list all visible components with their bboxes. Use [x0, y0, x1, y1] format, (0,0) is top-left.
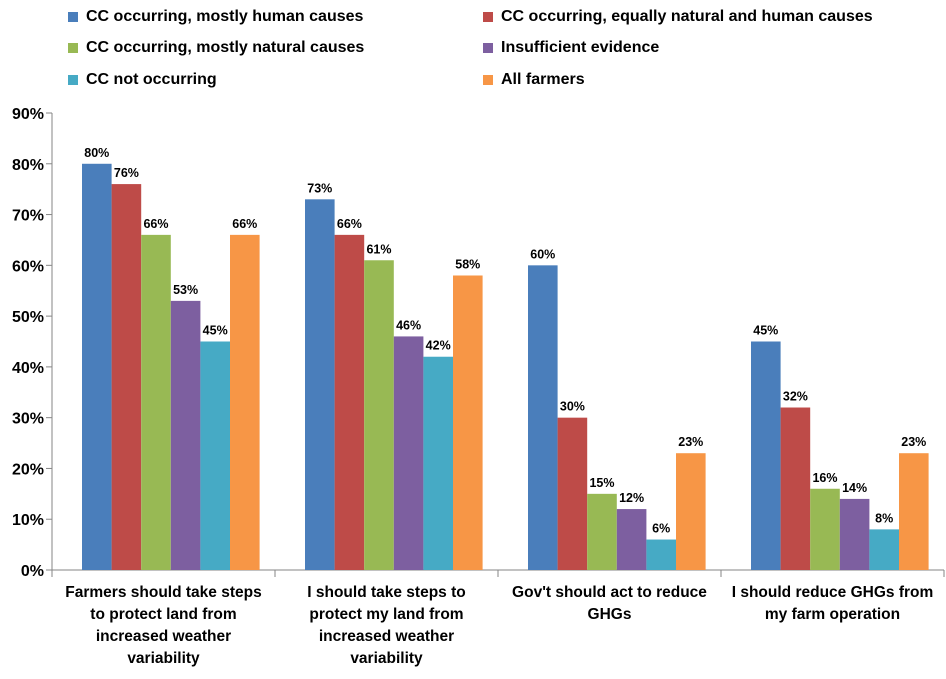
- data-label: 53%: [173, 283, 198, 297]
- data-label: 66%: [143, 217, 168, 231]
- x-category-label: I should reduce GHGs from my farm operati…: [721, 582, 944, 626]
- x-category-label-line: GHGs: [587, 606, 632, 623]
- x-category-label: I should take steps to protect my land fr…: [275, 582, 498, 670]
- bar: [616, 509, 647, 570]
- bar: [305, 199, 335, 571]
- data-label: 23%: [678, 435, 703, 449]
- data-label: 58%: [455, 257, 480, 271]
- x-category-label-line: increased weather: [318, 628, 455, 645]
- data-label: 61%: [366, 242, 391, 256]
- y-tick-label: 30%: [12, 411, 44, 428]
- legend: CC occurring, mostly human causes CC occu…: [0, 0, 946, 100]
- y-tick-label: 50%: [12, 309, 44, 326]
- y-tick-label: 70%: [12, 208, 44, 225]
- bar: [557, 417, 588, 570]
- x-category-label-line: Gov't should act to reduce: [512, 584, 707, 601]
- data-label: 80%: [84, 146, 109, 160]
- legend-item: All farmers: [483, 70, 585, 90]
- y-tick-label: 20%: [12, 461, 44, 478]
- legend-item: CC occurring, equally natural and human …: [483, 7, 873, 27]
- x-category-label-line: protect my land from: [309, 606, 464, 623]
- bar: [82, 163, 112, 570]
- legend-item: CC occurring, mostly human causes: [68, 7, 363, 27]
- legend-swatch: [68, 75, 78, 85]
- legend-label: CC occurring, mostly natural causes: [86, 39, 365, 56]
- x-category-label-line: Farmers should take steps: [65, 584, 262, 601]
- bar: [899, 453, 929, 570]
- bar: [364, 260, 394, 570]
- bar: [751, 341, 781, 570]
- bar: [170, 300, 201, 570]
- x-category-label-line: variability: [127, 650, 200, 667]
- bar: [646, 539, 676, 570]
- y-tick-label: 40%: [12, 360, 44, 377]
- x-category-label-line: I should reduce GHGs from: [731, 584, 934, 601]
- data-label: 46%: [396, 318, 421, 332]
- data-label: 8%: [875, 511, 893, 525]
- data-label: 23%: [901, 435, 926, 449]
- bar: [810, 488, 840, 570]
- x-category-label-line: I should take steps to: [307, 584, 466, 601]
- x-category-label-line: my farm operation: [764, 606, 901, 623]
- legend-swatch: [483, 43, 493, 53]
- y-tick-label: 10%: [12, 512, 44, 529]
- data-label: 14%: [842, 481, 867, 495]
- legend-label: Insufficient evidence: [501, 39, 660, 56]
- legend-item: Insufficient evidence: [483, 38, 659, 58]
- data-label: 45%: [203, 324, 228, 338]
- legend-item: CC not occurring: [68, 70, 217, 90]
- bar: [528, 265, 558, 570]
- data-label: 45%: [753, 324, 778, 338]
- x-category-label-line: variability: [350, 650, 423, 667]
- y-tick-label: 0%: [21, 563, 44, 580]
- bar: [869, 529, 899, 570]
- x-category-label-line: increased weather: [95, 628, 232, 645]
- legend-swatch: [483, 75, 493, 85]
- y-tick-label: 80%: [12, 157, 44, 174]
- bar: [334, 234, 365, 570]
- bar: [676, 453, 706, 570]
- legend-label: All farmers: [501, 71, 585, 88]
- data-label: 12%: [619, 491, 644, 505]
- legend-swatch: [68, 43, 78, 53]
- bar: [393, 336, 424, 570]
- bar: [780, 407, 811, 570]
- legend-label: CC not occurring: [86, 71, 217, 88]
- x-category-label-line: to protect land from: [90, 606, 237, 623]
- y-tick-label: 90%: [12, 106, 44, 123]
- data-label: 42%: [426, 339, 451, 353]
- legend-swatch: [68, 12, 78, 22]
- bar: [423, 356, 453, 570]
- y-tick-label: 60%: [12, 258, 44, 275]
- bar: [230, 234, 260, 570]
- data-label: 15%: [589, 476, 614, 490]
- data-label: 76%: [114, 166, 139, 180]
- data-label: 6%: [652, 522, 670, 536]
- data-label: 73%: [307, 181, 332, 195]
- bar: [111, 184, 142, 571]
- data-label: 30%: [560, 400, 585, 414]
- data-label: 60%: [530, 247, 555, 261]
- bar: [141, 234, 171, 570]
- data-label: 32%: [783, 390, 808, 404]
- bar: [587, 493, 617, 570]
- data-label: 66%: [337, 217, 362, 231]
- legend-label: CC occurring, equally natural and human …: [501, 8, 873, 25]
- data-label: 66%: [232, 217, 257, 231]
- bar: [453, 275, 483, 570]
- legend-swatch: [483, 12, 493, 22]
- x-category-label: Gov't should act to reduce GHGs: [498, 582, 721, 626]
- legend-item: CC occurring, mostly natural causes: [68, 38, 364, 58]
- legend-label: CC occurring, mostly human causes: [86, 8, 364, 25]
- x-category-label: Farmers should take steps to protect land…: [52, 582, 275, 670]
- bar: [200, 341, 230, 570]
- bar: [839, 498, 870, 570]
- data-label: 16%: [812, 471, 837, 485]
